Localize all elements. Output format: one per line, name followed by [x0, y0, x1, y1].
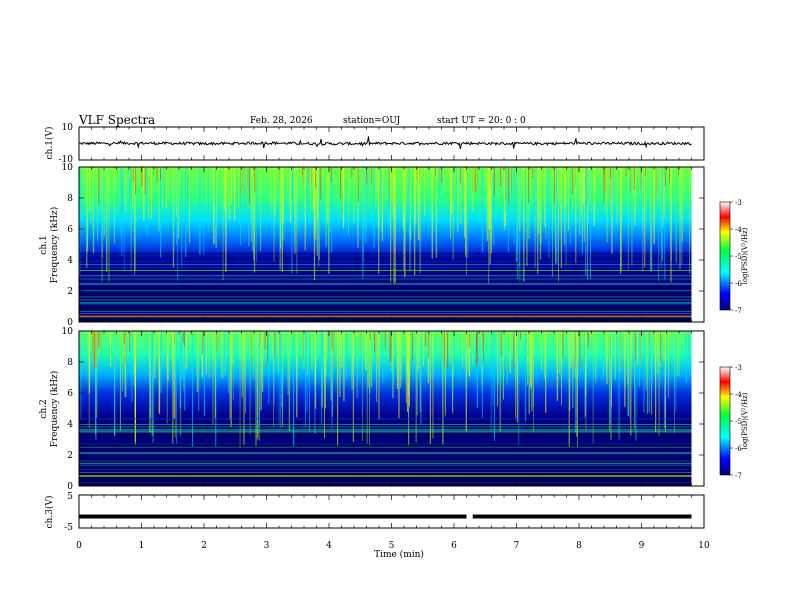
x-tick-label: 5	[389, 541, 395, 551]
ch1-freq-tick-label: 0	[67, 318, 73, 328]
x-tick-label: 3	[264, 541, 270, 551]
x-tick-label: 2	[201, 541, 207, 551]
ch1-waveform-trace	[79, 136, 692, 150]
x-tick-label: 1	[139, 541, 145, 551]
ch1-colorbar-label: log(PSD)(V²/Hz)	[741, 227, 749, 284]
colorbar-tick-label: -6	[735, 445, 742, 453]
ch1-freq-tick-label: 10	[62, 163, 74, 173]
x-tick-label: 0	[76, 541, 82, 551]
colorbar-tick-label: -6	[735, 280, 742, 288]
ch1-colorbar	[719, 201, 731, 311]
ch1-freq-tick-label: 6	[67, 225, 73, 235]
colorbar-ticks: -3 -4 -5 -6 -7 -3 -4 -5 -6 -7	[730, 199, 742, 480]
colorbar-tick-label: -3	[735, 199, 742, 207]
x-axis-ticks: 0 1 2 3 4 5 6 7 8 9 10	[76, 127, 710, 551]
ch1-freq-tick-label: 8	[67, 194, 73, 204]
ch1-freq-tick-label: 2	[67, 287, 73, 297]
ch1-freq-tick-label: 4	[67, 256, 73, 266]
ch2-freq-tick-label: 0	[67, 482, 73, 492]
ch2-spectrogram-detail	[79, 331, 704, 486]
ch2-freq-tick-label: 4	[67, 420, 73, 430]
ch2-colorbar	[719, 366, 731, 476]
ch1-frequency-ylabel: Frequency (kHz)	[49, 207, 60, 284]
colorbar-tick-label: -7	[735, 307, 742, 315]
station-label: station=OUJ	[343, 116, 401, 126]
ch1-spectrogram-channel-label: ch.1	[39, 235, 49, 254]
ch1-ytick-label: 10	[62, 123, 74, 133]
ch1-ytick-label: -10	[59, 155, 74, 165]
ch2-freq-tick-label: 8	[67, 358, 73, 368]
date-label: Feb. 28, 2026	[250, 116, 313, 126]
colorbar-tick-label: -5	[735, 253, 742, 261]
x-tick-label: 9	[639, 541, 645, 551]
x-tick-label: 8	[576, 541, 582, 551]
colorbar-tick-label: -3	[735, 364, 742, 372]
spectrogram-blank	[691, 167, 704, 322]
ch1-waveform-ylabel: ch.1(V)	[44, 127, 55, 160]
x-tick-label: 4	[326, 541, 332, 551]
x-axis-title: Time (min)	[374, 549, 424, 560]
ch1-spectrogram-detail	[79, 167, 704, 322]
x-tick-label: 10	[698, 541, 710, 551]
ch2-freq-tick-label: 2	[67, 451, 73, 461]
x-tick-label: 7	[514, 541, 520, 551]
x-tick-label: 6	[451, 541, 457, 551]
spectrogram-blank	[691, 331, 704, 486]
chart-title: VLF Spectra	[79, 113, 156, 127]
start-ut-label: start UT = 20: 0 : 0	[437, 116, 526, 126]
ch2-spectrogram-channel-label: ch.2	[39, 399, 49, 418]
ch2-frequency-ylabel: Frequency (kHz)	[49, 371, 60, 448]
ch2-freq-tick-label: 6	[67, 389, 73, 399]
colorbar-tick-label: -4	[735, 226, 742, 234]
ch2-freq-tick-label: 10	[62, 327, 74, 337]
ch3-ytick-label: -5	[64, 523, 73, 533]
colorbar-tick-label: -5	[735, 418, 742, 426]
ch2-colorbar-label: log(PSD)(V²/Hz)	[741, 392, 749, 449]
ch3-ytick-label: 5	[67, 492, 73, 502]
ch3-waveform-ylabel: ch.3(V)	[44, 496, 55, 529]
ch1-spectrogram	[78, 166, 705, 323]
colorbar-tick-label: -7	[735, 472, 742, 480]
colorbar-tick-label: -4	[735, 391, 742, 399]
